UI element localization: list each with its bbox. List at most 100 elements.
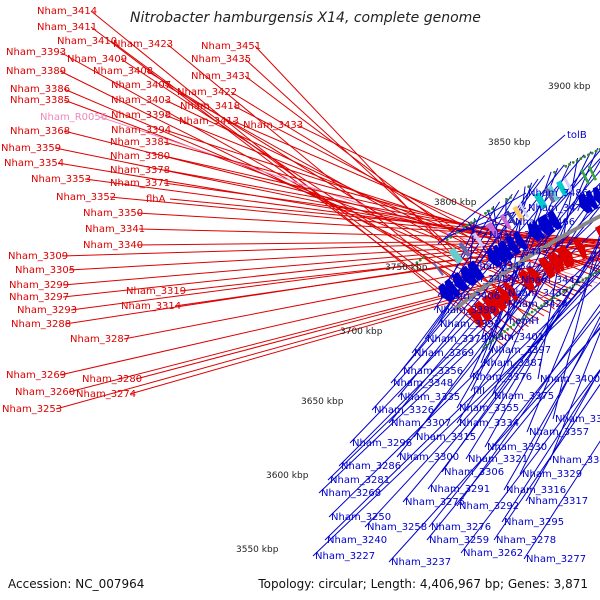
gc-skew-dot [578,280,581,284]
gene-label-reverse: Nham_3292 [459,501,519,512]
forward-gene-arrow [538,256,556,280]
gc-skew-dot [597,269,600,273]
gene-label-forward: Nham_R0056 [40,112,107,123]
gene-label-forward: Nham_3403 [111,95,171,106]
gc-content-dot [564,164,568,168]
gene-label-reverse: Nham_3391 [440,319,500,330]
forward-gene-arrow [546,253,561,275]
leader-line-reverse [456,221,514,232]
gene-label-reverse: Nham_3307 [391,418,451,429]
gc-skew-dot [491,339,495,342]
reverse-gene-arrow [513,230,529,251]
gc-skew-dot [591,273,594,276]
forward-gene-arrow [502,281,519,302]
gene-label-reverse: Nham_3259 [429,535,489,546]
leader-line-forward [62,238,600,298]
gene-label-forward: Nham_3418 [180,101,240,112]
gene-label-forward: flhA [146,194,166,205]
backbone-arc [452,213,600,312]
gene-label-reverse: Nham_3401 [484,332,544,343]
gene-label-forward: Nham_3274 [76,389,136,400]
forward-gene-arrow [481,294,501,317]
gene-label-reverse: Nham_3424 [508,299,568,310]
gc-skew-dot [587,275,591,278]
feature-color-block [472,232,485,248]
feature-color-block [499,213,512,230]
gc-content-dot [422,256,425,259]
feature-color-block [544,187,556,204]
gene-label-reverse: Nham_3369 [414,348,474,359]
gc-skew-dot [530,310,534,314]
gc-content-dot [583,155,586,159]
leader-line-forward [70,240,600,311]
feature-color-block [533,192,548,210]
gene-label-reverse: Nham_3376 [472,372,532,383]
gene-label-forward: Nham_3350 [83,208,143,219]
gene-label-reverse: Nham_3316 [506,485,566,496]
gc-skew-dot [497,334,501,338]
gc-skew-dot [552,296,556,299]
gene-label-reverse: Nham_3335 [400,392,460,403]
feature-color-track [415,148,600,349]
gene-label-reverse: Nham_3373 [555,414,600,425]
gene-label-reverse: Nham_3317 [528,496,588,507]
leader-line-reverse [460,368,600,554]
gene-label-reverse: Nham_3291 [430,484,490,495]
gc-content-dot [466,223,470,227]
map-title: Nitrobacter hamburgensis X14, complete g… [130,10,481,26]
leader-line-forward [64,241,600,325]
gc-content-dot [575,159,579,162]
feature-color-block [548,185,560,202]
gene-label-reverse: Nham_3240 [327,535,387,546]
leader-line-forward [244,58,534,324]
gene-label-reverse: Nham_3397 [491,345,551,356]
gene-label-forward: Nham_3280 [82,374,142,385]
gc-skew-dot [559,292,562,295]
gene-label-reverse: Nham_3432 [508,288,568,299]
gc-content-dot [590,151,594,155]
gc-content-dot [445,238,449,242]
gc-content-dot [463,226,466,229]
gc-skew-dot [488,341,492,345]
gene-label-forward: Nham_3385 [10,95,70,106]
gc-content-dot [491,207,494,211]
gc-skew-dot [568,286,572,290]
forward-gene-arrow [525,265,542,287]
reverse-gene-arrow [532,220,546,240]
gene-label-reverse: Nham_3275 [405,497,465,508]
leader-line-reverse [491,148,599,397]
gene-label-reverse: Nham_3321 [468,454,528,465]
gc-content-dot [415,261,419,265]
leader-line-forward [63,88,566,303]
gene-label-reverse: Nham_3406 [440,291,500,302]
leader-line-reverse [327,214,600,481]
leader-line-reverse [411,175,546,354]
gc-skew-dot [515,321,519,325]
leader-line-reverse [318,225,600,494]
topology-summary: Topology: circular; Length: 4,406,967 bp… [258,577,588,591]
gene-label-reverse: Nham_3306 [444,467,504,478]
gene-label-reverse: Nham_3466 [515,217,575,228]
gene-label-reverse: Nham_3286 [341,461,401,472]
gc-skew-dot [521,317,525,320]
gc-skew-dot [540,304,543,308]
gene-label-reverse: Nham_3399 [436,305,496,316]
leader-line-reverse [424,178,539,340]
feature-color-block [448,247,464,265]
gc-skew-dot [549,298,553,301]
leader-line-forward [296,124,600,274]
leader-line-reverse [469,218,476,267]
gene-label-reverse: Nham_3375 [494,391,554,402]
gc-skew-dot [546,300,550,304]
gene-label-forward: Nham_3411 [37,22,97,33]
gene-label-forward: Nham_3410 [57,36,117,47]
gene-label-forward: Nham_3288 [11,319,71,330]
leader-line-reverse [364,272,600,528]
gene-label-reverse: Nham_3355 [459,403,519,414]
leader-line-reverse [523,440,600,560]
gc-skew-dot [594,271,598,275]
reverse-gene-arrow [585,189,599,210]
gc-skew-dot [575,282,578,286]
